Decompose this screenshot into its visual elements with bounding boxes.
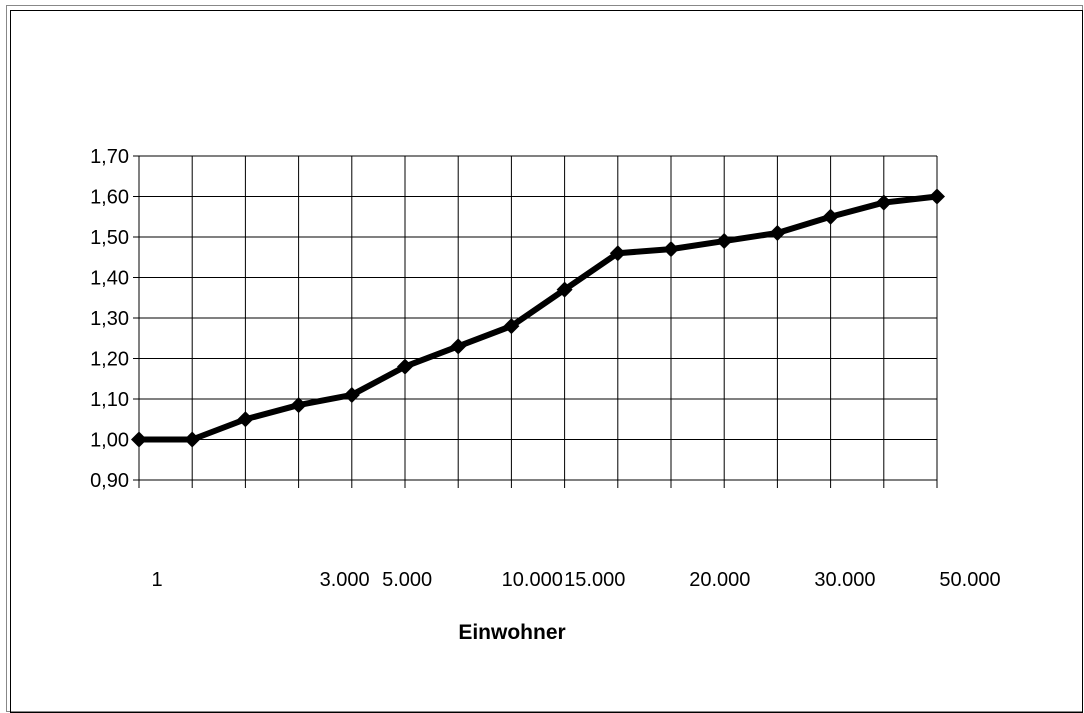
y-tick-label: 1,00 [90, 430, 129, 452]
y-tick-label: 1,50 [90, 227, 129, 249]
data-series [131, 188, 945, 448]
data-point-marker [290, 397, 307, 414]
chart-grid [133, 155, 938, 488]
data-point-marker [769, 224, 786, 241]
x-axis-label: Einwohner [458, 621, 565, 644]
y-tick-label: 1,10 [90, 389, 129, 411]
data-point-marker [503, 318, 520, 335]
x-tick-label: 10.000 [502, 569, 563, 591]
data-point-marker [343, 386, 360, 403]
data-point-marker [822, 208, 839, 225]
x-tick-label: 15.000 [564, 569, 625, 591]
data-point-marker [184, 431, 201, 448]
data-point-marker [609, 245, 626, 262]
y-tick-label: 1,70 [90, 146, 129, 168]
y-tick-label: 1,30 [90, 308, 129, 330]
x-tick-label: 3.000 [320, 569, 370, 591]
series-line [139, 193, 938, 443]
y-axis-ticks: 0,90 1,00 1,10 1,20 1,30 1,40 1,50 1,60 1,70 [90, 146, 129, 492]
data-point-marker [716, 233, 733, 250]
data-point-marker [397, 358, 413, 375]
x-tick-label: 30.000 [814, 569, 875, 591]
x-tick-label: 1 [151, 569, 162, 591]
data-point-marker [131, 431, 147, 448]
x-tick-label: 50.000 [939, 569, 1000, 591]
data-point-marker [450, 338, 467, 355]
y-tick-label: 1,20 [90, 349, 129, 371]
y-tick-label: 1,60 [90, 187, 129, 209]
data-point-marker [663, 241, 679, 258]
x-axis-ticks: 1 3.000 5.000 10.000 15.000 20.000 30.000 50.00… [151, 569, 1000, 591]
data-point-marker [929, 188, 945, 205]
y-tick-label: 0,90 [90, 470, 129, 492]
data-point-marker [875, 194, 892, 211]
x-tick-label: 5.000 [382, 569, 432, 591]
data-point-marker [237, 411, 254, 428]
data-point-marker [556, 281, 573, 298]
y-tick-label: 1,40 [90, 268, 129, 290]
x-tick-label: 20.000 [689, 569, 750, 591]
